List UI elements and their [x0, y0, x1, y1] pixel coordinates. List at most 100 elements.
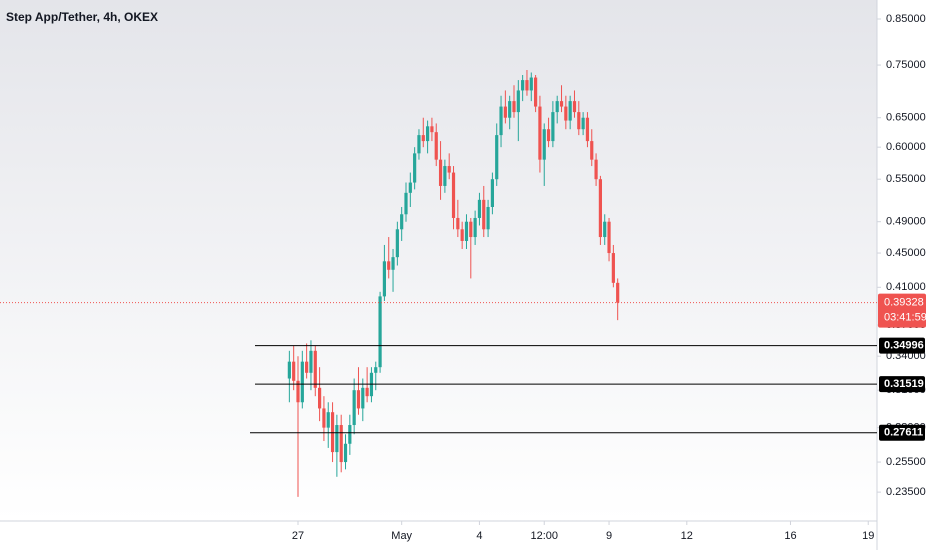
countdown-label: 03:41:59 [884, 312, 927, 324]
candle-body [581, 117, 585, 130]
candle-body [356, 390, 361, 409]
candle-body [395, 229, 399, 258]
level-label: 0.34996 [884, 339, 924, 351]
level-box [879, 424, 925, 441]
candle-body [300, 361, 304, 403]
candle-body [585, 117, 590, 142]
candle-body [512, 101, 516, 113]
candle-body [460, 229, 464, 241]
x-tick-label: 27 [292, 530, 304, 542]
candle-body [598, 179, 602, 238]
y-tick-label: 0.85000 [886, 13, 926, 25]
candle-body [361, 387, 365, 409]
candle-body [309, 350, 313, 373]
last-price-label: 0.39328 [884, 297, 924, 309]
candle-body [438, 159, 443, 186]
candle-body [559, 101, 564, 107]
y-tick-label: 0.49000 [886, 216, 926, 228]
candle-body [464, 221, 469, 241]
candle-body [490, 179, 494, 207]
candle-body [538, 106, 542, 160]
y-tick-label: 0.55000 [886, 173, 926, 185]
candle-body [404, 192, 408, 215]
candle-body [521, 80, 525, 91]
candle-body [542, 129, 546, 160]
candle-body [594, 159, 598, 180]
x-tick-label: May [391, 530, 412, 542]
candle-body [296, 380, 300, 403]
candle-body [529, 77, 533, 91]
candle-body [365, 387, 369, 397]
candle-body [555, 101, 559, 113]
candle-body [451, 172, 456, 218]
candle-body [387, 261, 391, 270]
candle-body [378, 296, 382, 368]
y-tick-label: 0.23500 [886, 486, 926, 498]
candle-body [590, 141, 594, 160]
candle-body [413, 153, 417, 183]
candle-body [322, 408, 326, 428]
y-tick-label: 0.65000 [886, 112, 926, 124]
candle-body [421, 135, 425, 142]
y-tick-label: 0.45000 [886, 247, 926, 259]
candle-body [546, 129, 551, 142]
candle-body [616, 282, 620, 303]
y-tick-label: 0.25500 [886, 456, 926, 468]
candle-body [382, 261, 386, 297]
candle-body [313, 350, 317, 388]
candle-body [343, 443, 348, 463]
x-tick-label: 12 [681, 530, 693, 542]
candle-body [400, 214, 404, 230]
candle-body [326, 412, 330, 428]
candle-body [603, 221, 607, 238]
y-tick-label: 0.75000 [886, 59, 926, 71]
candle-body [525, 80, 529, 91]
x-tick-label: 4 [476, 530, 482, 542]
overlay: 0.85000 0.75000 0.65000 0.60000 0.55000 0.490… [292, 13, 927, 542]
candle-body [534, 77, 538, 107]
candle-body [430, 126, 434, 133]
candle-body [516, 90, 520, 113]
candle-body [287, 361, 291, 379]
candle-body [443, 166, 447, 186]
candle-body [482, 199, 486, 230]
marks [0, 18, 881, 525]
candle-body [577, 112, 581, 130]
candle-body [426, 126, 430, 142]
candle-body [292, 361, 296, 381]
candle-body [305, 361, 309, 373]
level-label: 0.27611 [884, 427, 923, 439]
candle-body [551, 112, 555, 142]
x-tick-label: 16 [784, 530, 796, 542]
candle-body [374, 367, 378, 373]
candle-body [495, 135, 499, 180]
candle-body [607, 221, 611, 254]
candle-body [339, 425, 343, 463]
candle-body [352, 390, 356, 426]
candle-body [499, 106, 503, 136]
candle-body [447, 166, 451, 173]
level-label: 0.31519 [884, 378, 924, 390]
chart-title: Step App/Tether, 4h, OKEX [6, 10, 158, 24]
candle-body [477, 199, 482, 218]
candle-body [335, 425, 339, 453]
level-box [879, 376, 925, 393]
x-tick-label: 12:00 [530, 530, 558, 542]
candle-body [611, 253, 615, 283]
candle-body [572, 101, 577, 113]
candle-body [503, 106, 507, 118]
candle-body [348, 425, 352, 444]
x-tick-label: 9 [606, 530, 612, 542]
x-tick-label: 19 [862, 530, 874, 542]
candle-body [330, 412, 335, 453]
candle-body [318, 387, 322, 409]
candle-body [391, 257, 395, 270]
candle-body [508, 101, 512, 118]
candle-body [456, 217, 460, 230]
last-price-box [878, 293, 926, 328]
level-box [879, 337, 925, 354]
y-tick-label: 0.41000 [886, 281, 926, 293]
candle-body [568, 101, 572, 121]
plot-background [0, 0, 877, 521]
